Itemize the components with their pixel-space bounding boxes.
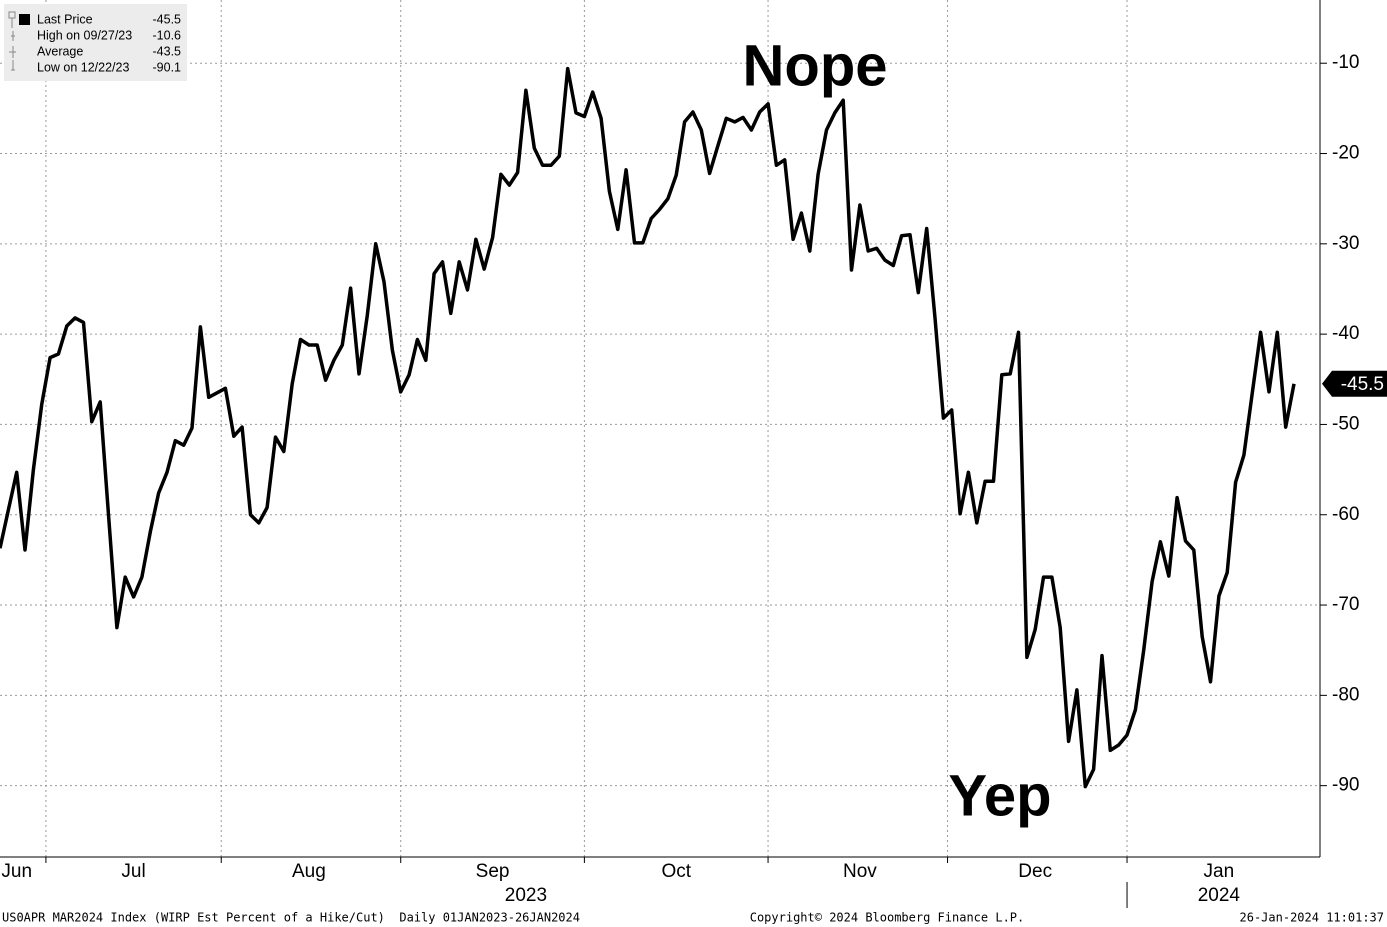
y-tick-label: -20 <box>1332 143 1359 164</box>
legend-value: -45.5 <box>153 12 182 26</box>
y-tick-label: -50 <box>1332 413 1359 434</box>
y-tick-label: -60 <box>1332 504 1359 525</box>
last-price-label: -45.5 <box>1341 374 1384 395</box>
legend-label: Low on 12/22/23 <box>37 60 129 74</box>
annotation: Nope <box>743 33 888 98</box>
x-tick-label: Jun <box>1 861 32 882</box>
y-tick-label: -70 <box>1332 594 1359 615</box>
legend-value: -10.6 <box>153 28 182 42</box>
legend-label: Last Price <box>37 12 93 26</box>
x-tick-label: Sep <box>476 861 510 882</box>
legend-box <box>4 4 187 81</box>
y-tick-label: -80 <box>1332 684 1359 705</box>
legend-label: Average <box>37 44 83 58</box>
line <box>0 66 1296 789</box>
legend-icon <box>8 11 16 71</box>
footer-right: 26-Jan-2024 11:01:37 <box>1240 911 1385 925</box>
plot <box>0 66 1296 789</box>
x-tick-label: Aug <box>292 861 326 882</box>
x-tick-label: Jul <box>121 861 145 882</box>
legend: Last Price High on 09/27/23 Average Low … <box>4 4 187 81</box>
footer-center: Copyright© 2024 Bloomberg Finance L.P. <box>750 911 1025 925</box>
legend-value: -43.5 <box>153 44 182 58</box>
footer-left: US0APR MAR2024 Index (WIRP Est Percent o… <box>2 911 580 925</box>
y-tick-label: -10 <box>1332 52 1359 73</box>
last-price-tag <box>1322 370 1387 397</box>
x-tick-label: Oct <box>661 861 691 882</box>
y-tick-label: -90 <box>1332 775 1359 796</box>
x-tick-label: Nov <box>843 861 877 882</box>
year-label: 2024 <box>1198 885 1241 906</box>
x-tick-label: Jan <box>1204 861 1235 882</box>
grid <box>0 0 1320 857</box>
year-label: 2023 <box>505 885 547 906</box>
y-tick-label: -40 <box>1332 323 1359 344</box>
y-tick-label: -30 <box>1332 233 1359 254</box>
legend-value: -90.1 <box>153 60 182 74</box>
x-tick-label: Dec <box>1018 861 1052 882</box>
annotation: Yep <box>948 763 1051 828</box>
legend-icon <box>19 14 30 25</box>
legend-label: High on 09/27/23 <box>37 28 132 42</box>
